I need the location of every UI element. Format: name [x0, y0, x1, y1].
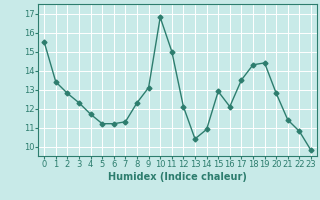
- X-axis label: Humidex (Indice chaleur): Humidex (Indice chaleur): [108, 172, 247, 182]
